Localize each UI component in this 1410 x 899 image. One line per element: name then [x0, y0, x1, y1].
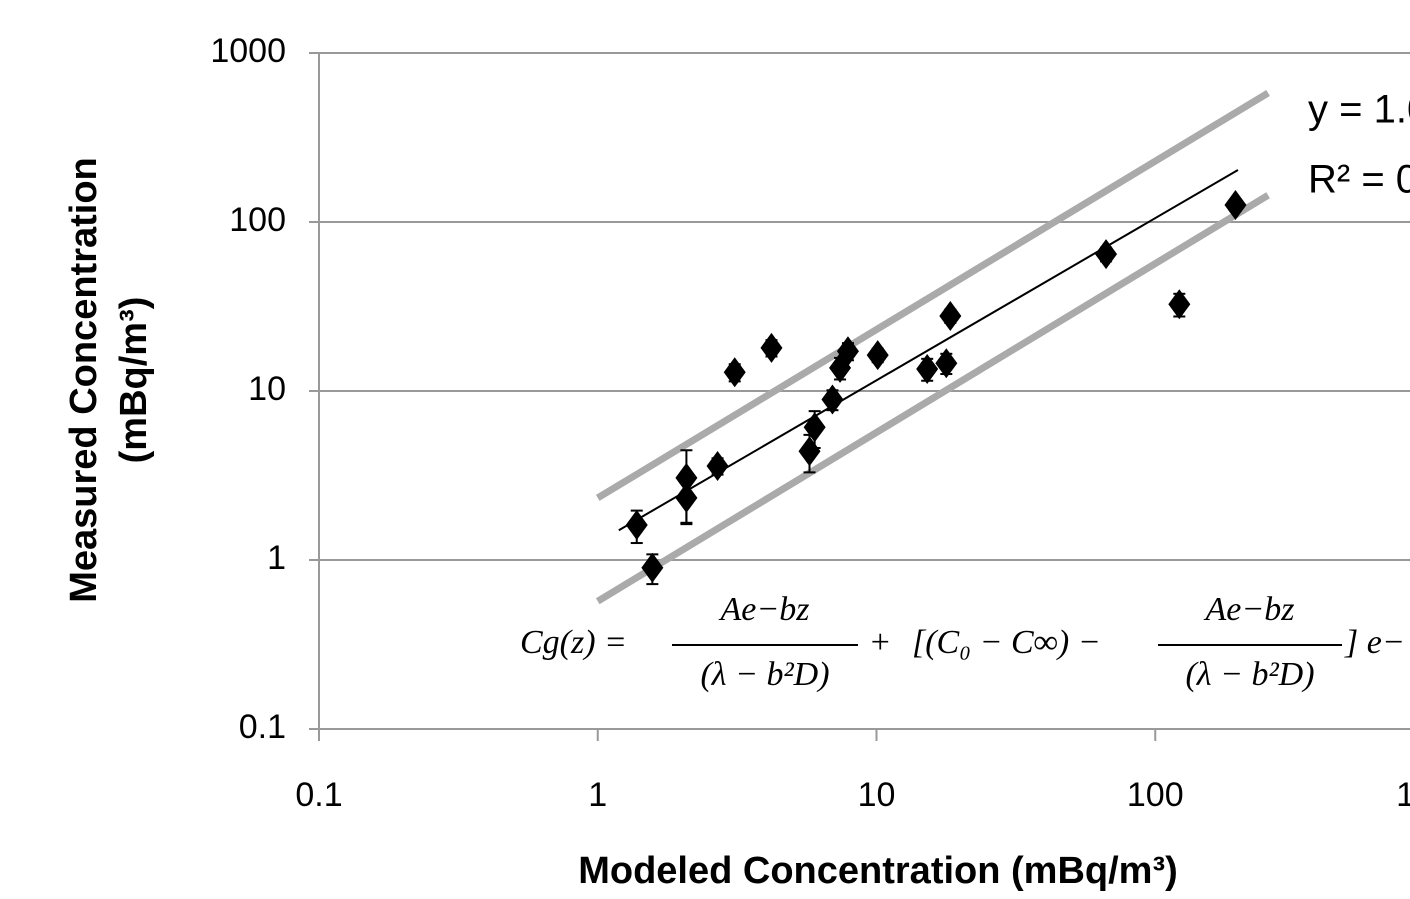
marker: [803, 412, 826, 443]
bound-line: [595, 192, 1270, 605]
marker: [641, 552, 664, 583]
x-tick-label: 1000: [1396, 776, 1410, 814]
marker: [916, 353, 939, 384]
y-axis-title: Measured Concentration: [63, 157, 105, 603]
equation-part: Cg(z) =: [520, 624, 627, 661]
marker: [836, 336, 859, 367]
equation-part: [(C₀ − C∞) −: [912, 624, 1101, 661]
y-tick-label: 0.1: [239, 708, 286, 746]
marker: [939, 300, 962, 331]
equation-part: Ae−bz: [1203, 591, 1294, 628]
marker: [821, 384, 844, 415]
marker: [1224, 190, 1247, 221]
marker: [625, 510, 648, 541]
y-tick-label: 10: [248, 370, 286, 408]
y-tick-label: 1: [267, 539, 286, 577]
marker: [706, 450, 729, 481]
x-tick-label: 1: [588, 776, 607, 814]
equation-part: Ae−bz: [718, 591, 809, 628]
marker: [1095, 239, 1118, 270]
marker: [866, 340, 889, 371]
trend-line: [618, 169, 1239, 532]
marker: [760, 332, 783, 363]
marker: [1168, 289, 1191, 320]
marker: [935, 348, 958, 379]
x-tick-label: 100: [1127, 776, 1184, 814]
x-tick-label: 0.1: [295, 776, 342, 814]
marker: [723, 357, 746, 388]
trend-equation: y = 1.0: [1308, 88, 1410, 132]
bound-line: [595, 89, 1270, 501]
y-axis-title: (mBq/m³): [113, 297, 155, 464]
x-tick-label: 10: [858, 776, 896, 814]
y-tick-label: 100: [229, 201, 286, 239]
equation-part: ] e−: [1344, 624, 1405, 661]
r-squared: R² = 0: [1308, 158, 1410, 202]
equation-part: (λ − b²D): [1185, 656, 1314, 693]
equation-part: (λ − b²D): [700, 656, 829, 693]
equation-part: +: [869, 624, 892, 661]
marker: [798, 436, 821, 467]
y-tick-label: 1000: [210, 32, 286, 70]
x-axis-title: Modeled Concentration (mBq/m³): [578, 850, 1178, 892]
marker: [675, 482, 698, 513]
